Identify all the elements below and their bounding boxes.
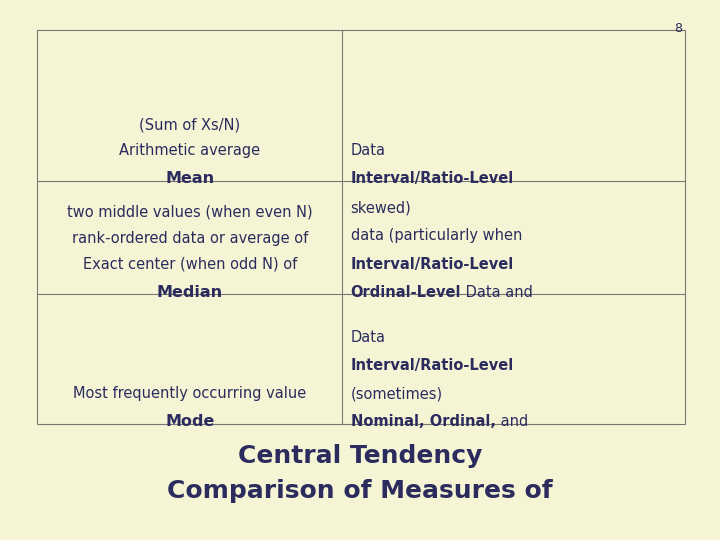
- Text: Central Tendency: Central Tendency: [238, 444, 482, 468]
- Text: Data and: Data and: [461, 285, 533, 300]
- Text: Mean: Mean: [165, 171, 215, 186]
- Text: Comparison of Measures of: Comparison of Measures of: [167, 480, 553, 503]
- Bar: [37, 30, 685, 424]
- Text: Mode: Mode: [165, 414, 215, 429]
- Text: data (particularly when: data (particularly when: [351, 228, 522, 244]
- Text: rank-ordered data or average of: rank-ordered data or average of: [71, 231, 308, 246]
- Text: 8: 8: [674, 22, 682, 35]
- Text: Data: Data: [351, 143, 386, 158]
- Text: skewed): skewed): [351, 200, 411, 215]
- Text: (sometimes): (sometimes): [351, 386, 443, 401]
- Text: Interval/Ratio-Level: Interval/Ratio-Level: [351, 358, 514, 373]
- Text: and: and: [495, 414, 528, 429]
- Text: Arithmetic average: Arithmetic average: [119, 143, 261, 158]
- Text: Ordinal-Level: Ordinal-Level: [351, 285, 461, 300]
- Text: Interval/Ratio-Level: Interval/Ratio-Level: [351, 256, 514, 272]
- Text: Most frequently occurring value: Most frequently occurring value: [73, 386, 306, 401]
- Text: Data: Data: [351, 330, 386, 345]
- Text: Median: Median: [157, 285, 222, 300]
- Text: Exact center (when odd N) of: Exact center (when odd N) of: [83, 256, 297, 272]
- Text: two middle values (when even N): two middle values (when even N): [67, 205, 312, 220]
- Text: Interval/Ratio-Level: Interval/Ratio-Level: [351, 171, 514, 186]
- Text: (Sum of Xs/N): (Sum of Xs/N): [139, 117, 240, 132]
- Text: Nominal, Ordinal,: Nominal, Ordinal,: [351, 414, 495, 429]
